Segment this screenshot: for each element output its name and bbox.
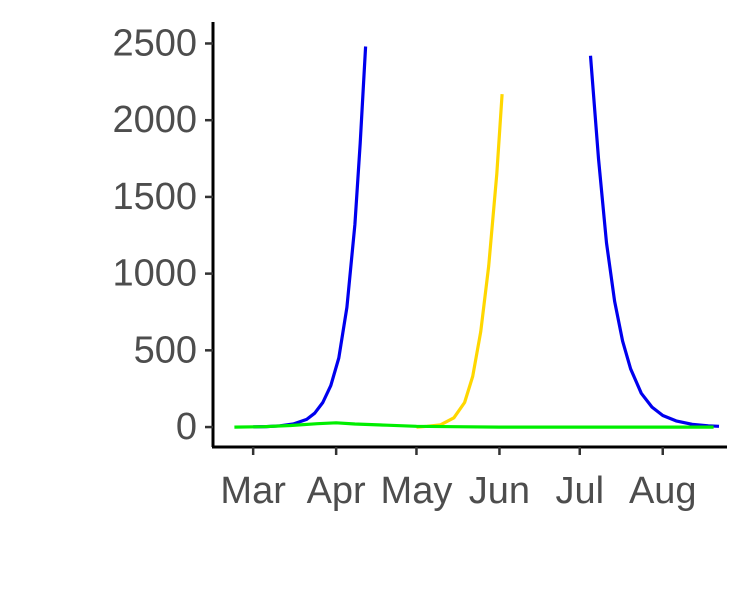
x-tick-label: Apr	[307, 470, 366, 512]
series-layer	[234, 46, 720, 429]
y-tick-label: 2000	[112, 99, 197, 141]
ticks-layer: 0 500 1000 1500 2000 2500 Mar Apr May Jun Jul Aug	[112, 22, 696, 512]
y-tick-label: 500	[134, 329, 197, 371]
series-line-1	[253, 46, 368, 429]
y-tick-label: 1500	[112, 176, 197, 218]
series-line-2	[416, 93, 504, 429]
x-tick-label: Jul	[555, 470, 604, 512]
axes-layer	[211, 22, 727, 449]
y-tick-label: 2500	[112, 22, 197, 64]
series-line-3	[588, 55, 720, 428]
x-tick-label: Aug	[629, 470, 697, 512]
y-tick-label: 0	[176, 406, 197, 448]
y-tick-label: 1000	[112, 253, 197, 295]
x-tick-label: May	[381, 470, 453, 512]
series-line-4	[234, 421, 714, 429]
x-tick-label: Mar	[220, 470, 286, 512]
x-tick-label: Jun	[469, 470, 530, 512]
